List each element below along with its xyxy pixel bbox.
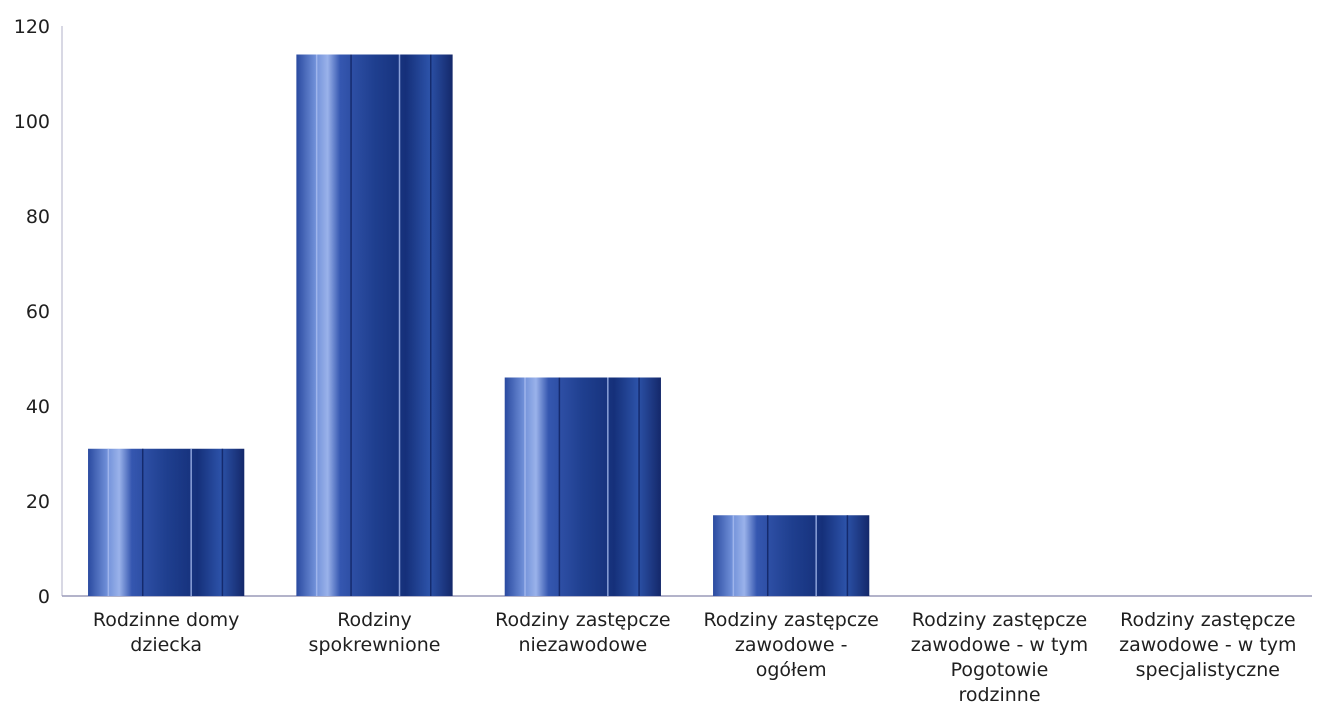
- bar: [296, 54, 453, 596]
- x-tick-label-line: specjalistyczne: [1136, 659, 1280, 681]
- y-tick-label: 60: [26, 301, 50, 323]
- x-tick-label-line: Rodziny: [337, 609, 412, 631]
- y-tick-label: 100: [14, 111, 50, 133]
- x-tick-label-line: zawodowe -: [735, 634, 848, 656]
- bars: [88, 54, 870, 596]
- x-tick-label-line: niezawodowe: [518, 634, 647, 656]
- bar: [88, 448, 245, 596]
- x-tick-label-line: spokrewnione: [309, 634, 441, 656]
- x-tick-label: Rodziny zastępcze zawodowe - ogółem: [703, 609, 878, 681]
- x-tick-label: Rodziny spokrewnione: [309, 609, 441, 656]
- axes: [61, 26, 1312, 597]
- bar-body: [713, 515, 870, 596]
- y-tick-label: 80: [26, 206, 50, 228]
- y-tick-label: 20: [26, 491, 50, 513]
- x-tick-label-line: Rodziny zastępcze: [1120, 609, 1295, 631]
- x-tick-label: Rodziny zastępcze zawodowe - w tym Pogotow…: [911, 609, 1088, 702]
- x-tick-label: Rodziny zastępcze niezawodowe: [495, 609, 670, 656]
- x-tick-label-line: Rodzinne domy: [93, 609, 240, 631]
- y-tick-labels: 0 20 40 60 80 100 120: [14, 16, 50, 608]
- x-tick-label-line: dziecka: [130, 634, 202, 656]
- bar-body: [504, 377, 661, 596]
- x-tick-label-line: Rodziny zastępcze: [912, 609, 1087, 631]
- y-tick-label: 0: [38, 586, 50, 608]
- x-tick-label: Rodziny zastępcze zawodowe - w tym specjal…: [1119, 609, 1296, 681]
- x-tick-label-line: Rodziny zastępcze: [495, 609, 670, 631]
- x-tick-label: Rodzinne domy dziecka: [93, 609, 240, 656]
- bar-body: [88, 448, 245, 596]
- bar: [504, 377, 661, 596]
- y-tick-label: 120: [14, 16, 50, 38]
- x-tick-label-line: rodzinne: [958, 684, 1040, 702]
- y-tick-label: 40: [26, 396, 50, 418]
- x-tick-label-line: ogółem: [756, 659, 827, 681]
- x-tick-label-line: Rodziny zastępcze: [703, 609, 878, 631]
- bar-body: [296, 54, 453, 596]
- bar: [713, 515, 870, 596]
- x-tick-label-line: zawodowe - w tym: [911, 634, 1088, 656]
- x-tick-label-line: zawodowe - w tym: [1119, 634, 1296, 656]
- x-tick-label-line: Pogotowie: [951, 659, 1049, 681]
